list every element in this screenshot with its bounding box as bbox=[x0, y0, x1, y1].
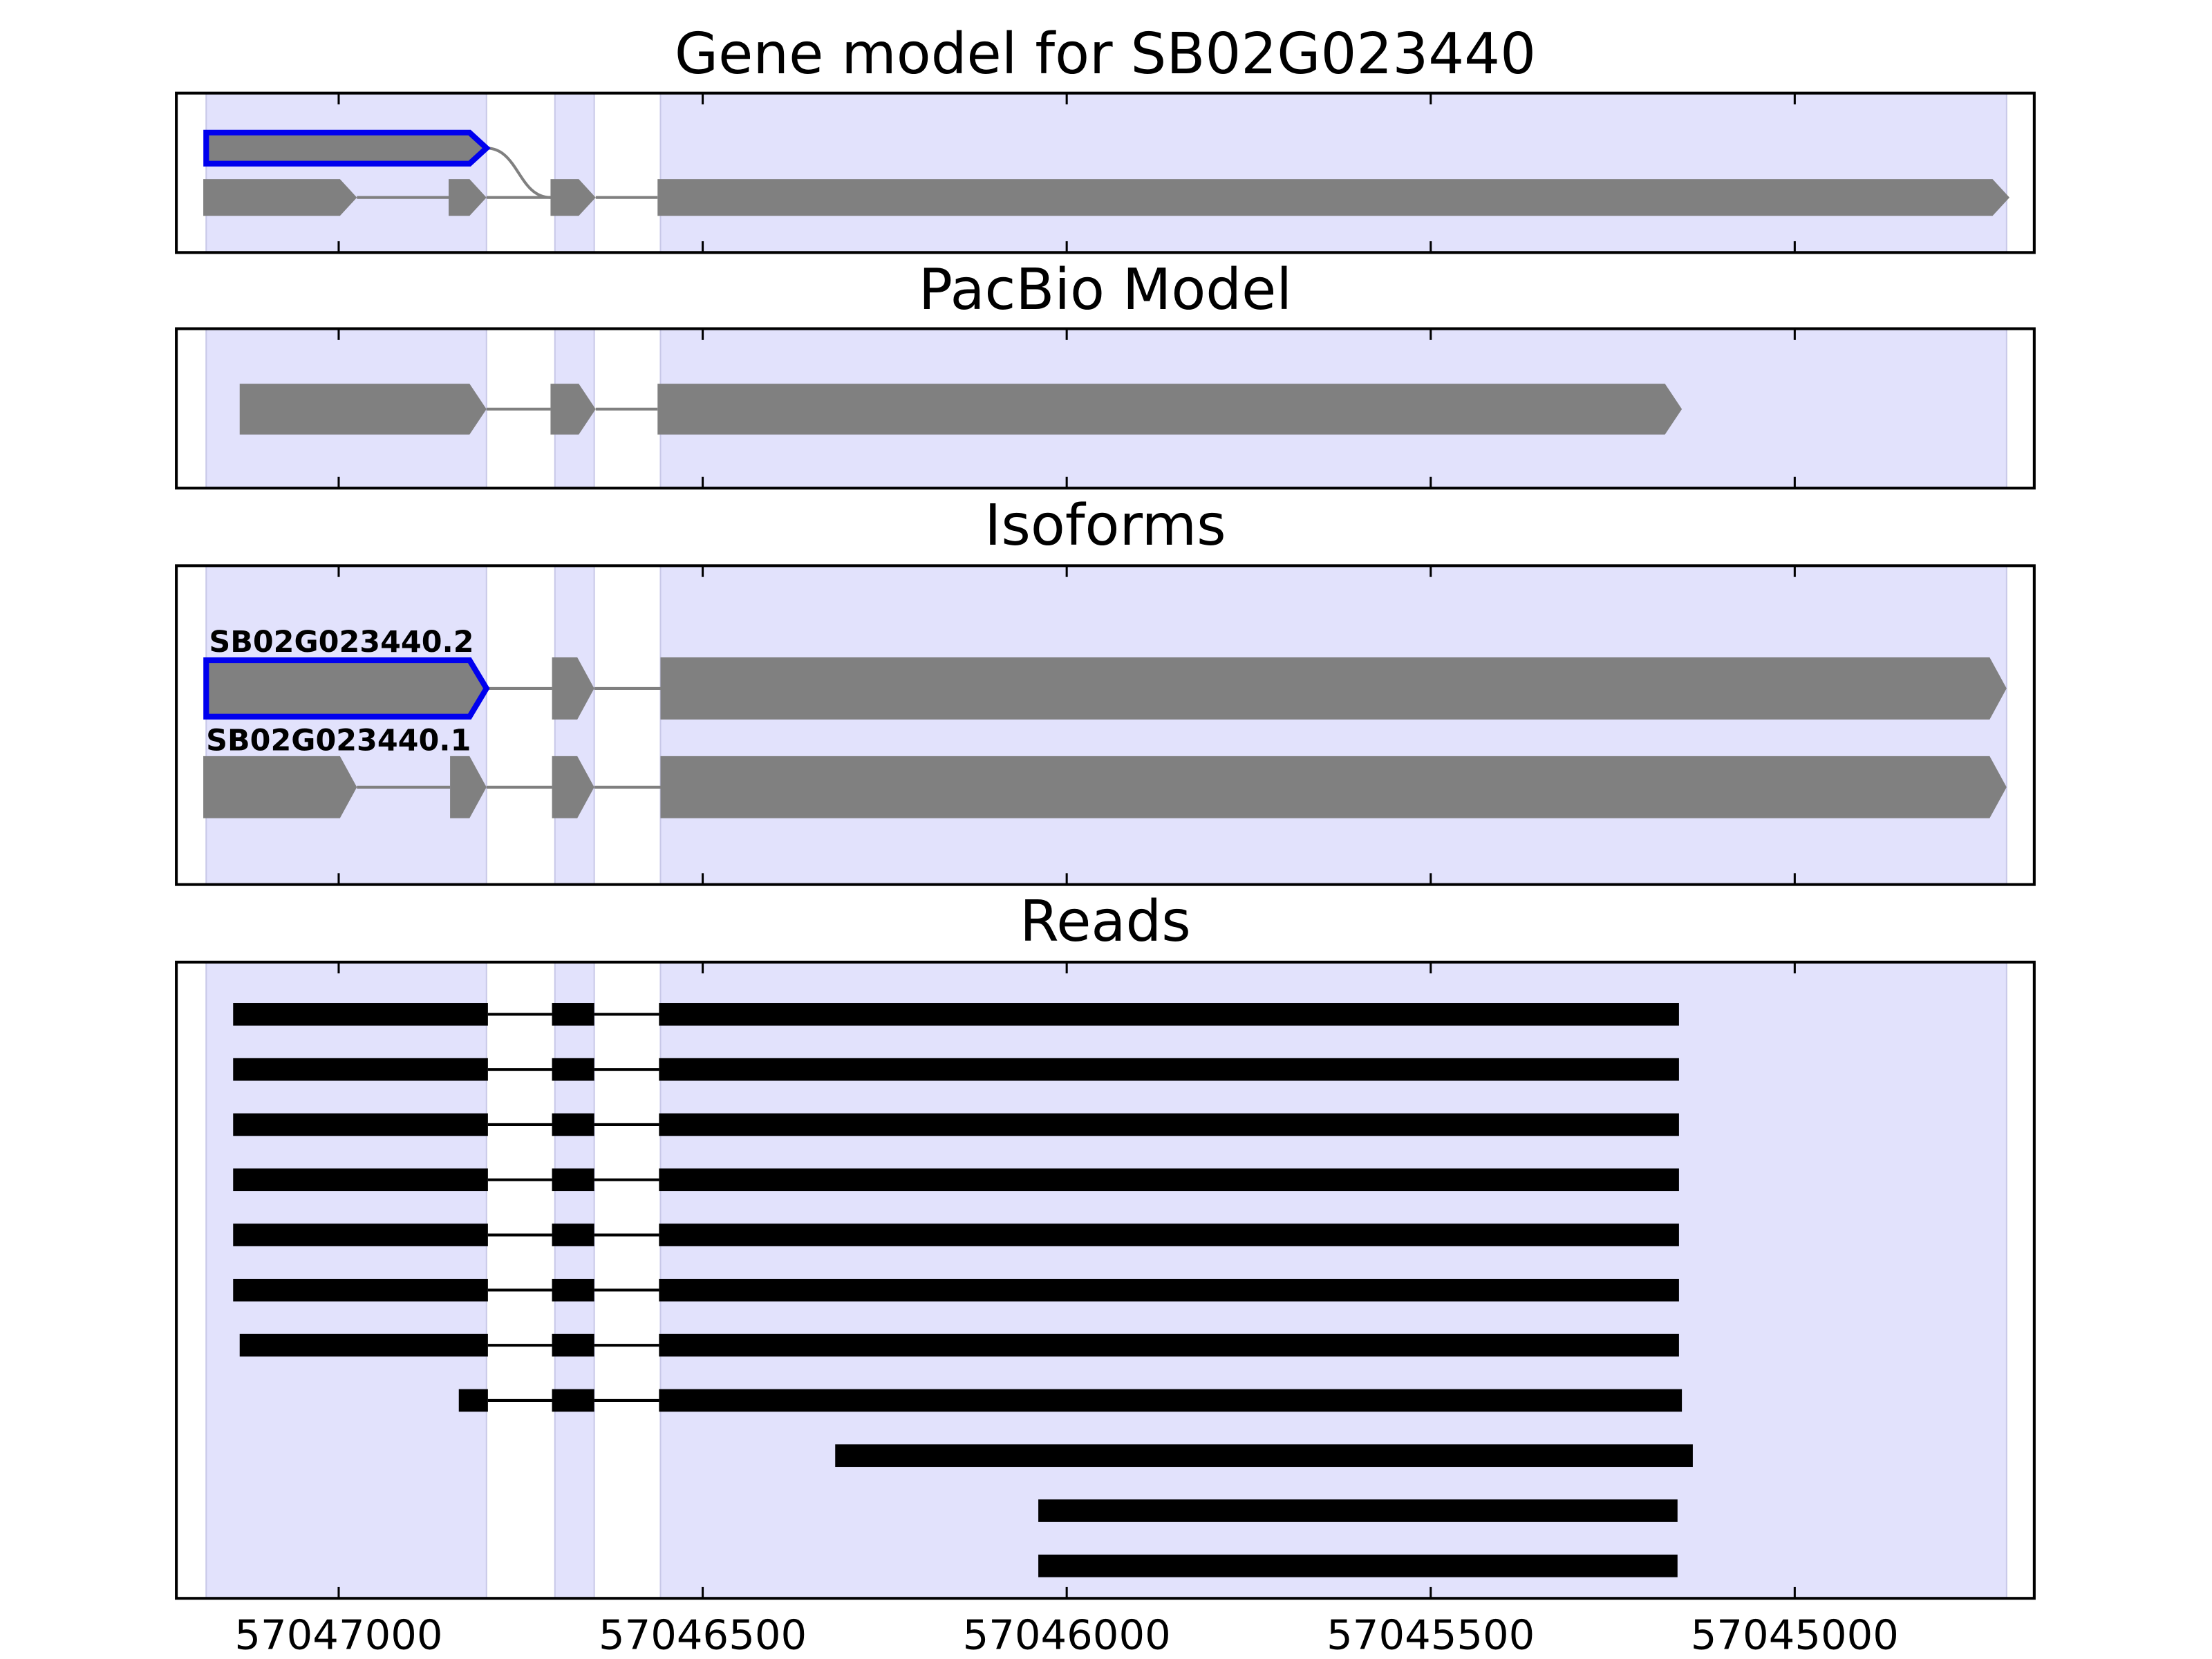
exon bbox=[552, 756, 594, 818]
read-block bbox=[552, 1279, 594, 1302]
exon-region bbox=[205, 565, 487, 885]
axes-frame bbox=[175, 960, 2036, 1600]
read-block bbox=[239, 1333, 488, 1357]
axes-frame bbox=[175, 91, 2036, 254]
read-block bbox=[552, 1003, 594, 1026]
read-block bbox=[659, 1058, 1679, 1081]
exon bbox=[660, 756, 2007, 818]
read-block bbox=[1038, 1499, 1678, 1522]
exon bbox=[450, 756, 487, 818]
panel-title: PacBio Model bbox=[919, 257, 1292, 323]
x-tick-label: 57045500 bbox=[1327, 1611, 1535, 1659]
read-block bbox=[659, 1224, 1679, 1246]
read-block bbox=[659, 1333, 1679, 1357]
read-block bbox=[552, 1224, 594, 1246]
axes-frame bbox=[175, 564, 2036, 886]
x-tick-label: 57047000 bbox=[234, 1611, 442, 1659]
isoform-label: SB02G023440.1 bbox=[206, 724, 471, 758]
exon bbox=[448, 179, 487, 216]
read-block bbox=[659, 1113, 1679, 1136]
read-block bbox=[552, 1389, 594, 1412]
read-block bbox=[233, 1058, 488, 1081]
exon bbox=[550, 384, 596, 435]
exon bbox=[203, 129, 491, 167]
exon bbox=[657, 384, 1683, 435]
read-block bbox=[233, 1168, 488, 1192]
exon bbox=[239, 384, 487, 435]
read-block bbox=[1038, 1554, 1678, 1577]
panel-title: Reads bbox=[1020, 889, 1191, 955]
read-block bbox=[552, 1333, 594, 1357]
axes-frame bbox=[175, 327, 2036, 490]
panel-title: Isoforms bbox=[984, 493, 1226, 559]
exon bbox=[552, 657, 594, 720]
exon bbox=[203, 756, 357, 818]
read-block bbox=[552, 1113, 594, 1136]
panel-title: Gene model for SB02G023440 bbox=[675, 21, 1536, 87]
exon-region bbox=[659, 92, 2007, 254]
exon bbox=[550, 179, 596, 216]
x-tick-label: 57046500 bbox=[599, 1611, 807, 1659]
read-block bbox=[458, 1389, 488, 1412]
read-block bbox=[659, 1003, 1679, 1026]
read-block bbox=[659, 1168, 1679, 1192]
read-block bbox=[552, 1168, 594, 1192]
read-block bbox=[659, 1279, 1679, 1302]
isoform-label: SB02G023440.2 bbox=[209, 625, 474, 659]
exon-region bbox=[659, 565, 2007, 885]
x-tick-label: 57046000 bbox=[963, 1611, 1171, 1659]
connector bbox=[486, 147, 551, 199]
exon-region bbox=[554, 92, 595, 254]
exon bbox=[660, 657, 2007, 720]
x-tick-label: 57045000 bbox=[1691, 1611, 1899, 1659]
read-block bbox=[233, 1224, 488, 1246]
exon bbox=[203, 657, 490, 720]
read-block bbox=[233, 1113, 488, 1136]
read-block bbox=[659, 1389, 1683, 1412]
read-block bbox=[233, 1279, 488, 1302]
exon-region bbox=[554, 565, 595, 885]
exon bbox=[657, 179, 2010, 216]
exon-region bbox=[205, 92, 487, 254]
read-block bbox=[835, 1444, 1693, 1468]
read-block bbox=[552, 1058, 594, 1081]
exon bbox=[203, 179, 357, 216]
read-block bbox=[233, 1003, 488, 1026]
